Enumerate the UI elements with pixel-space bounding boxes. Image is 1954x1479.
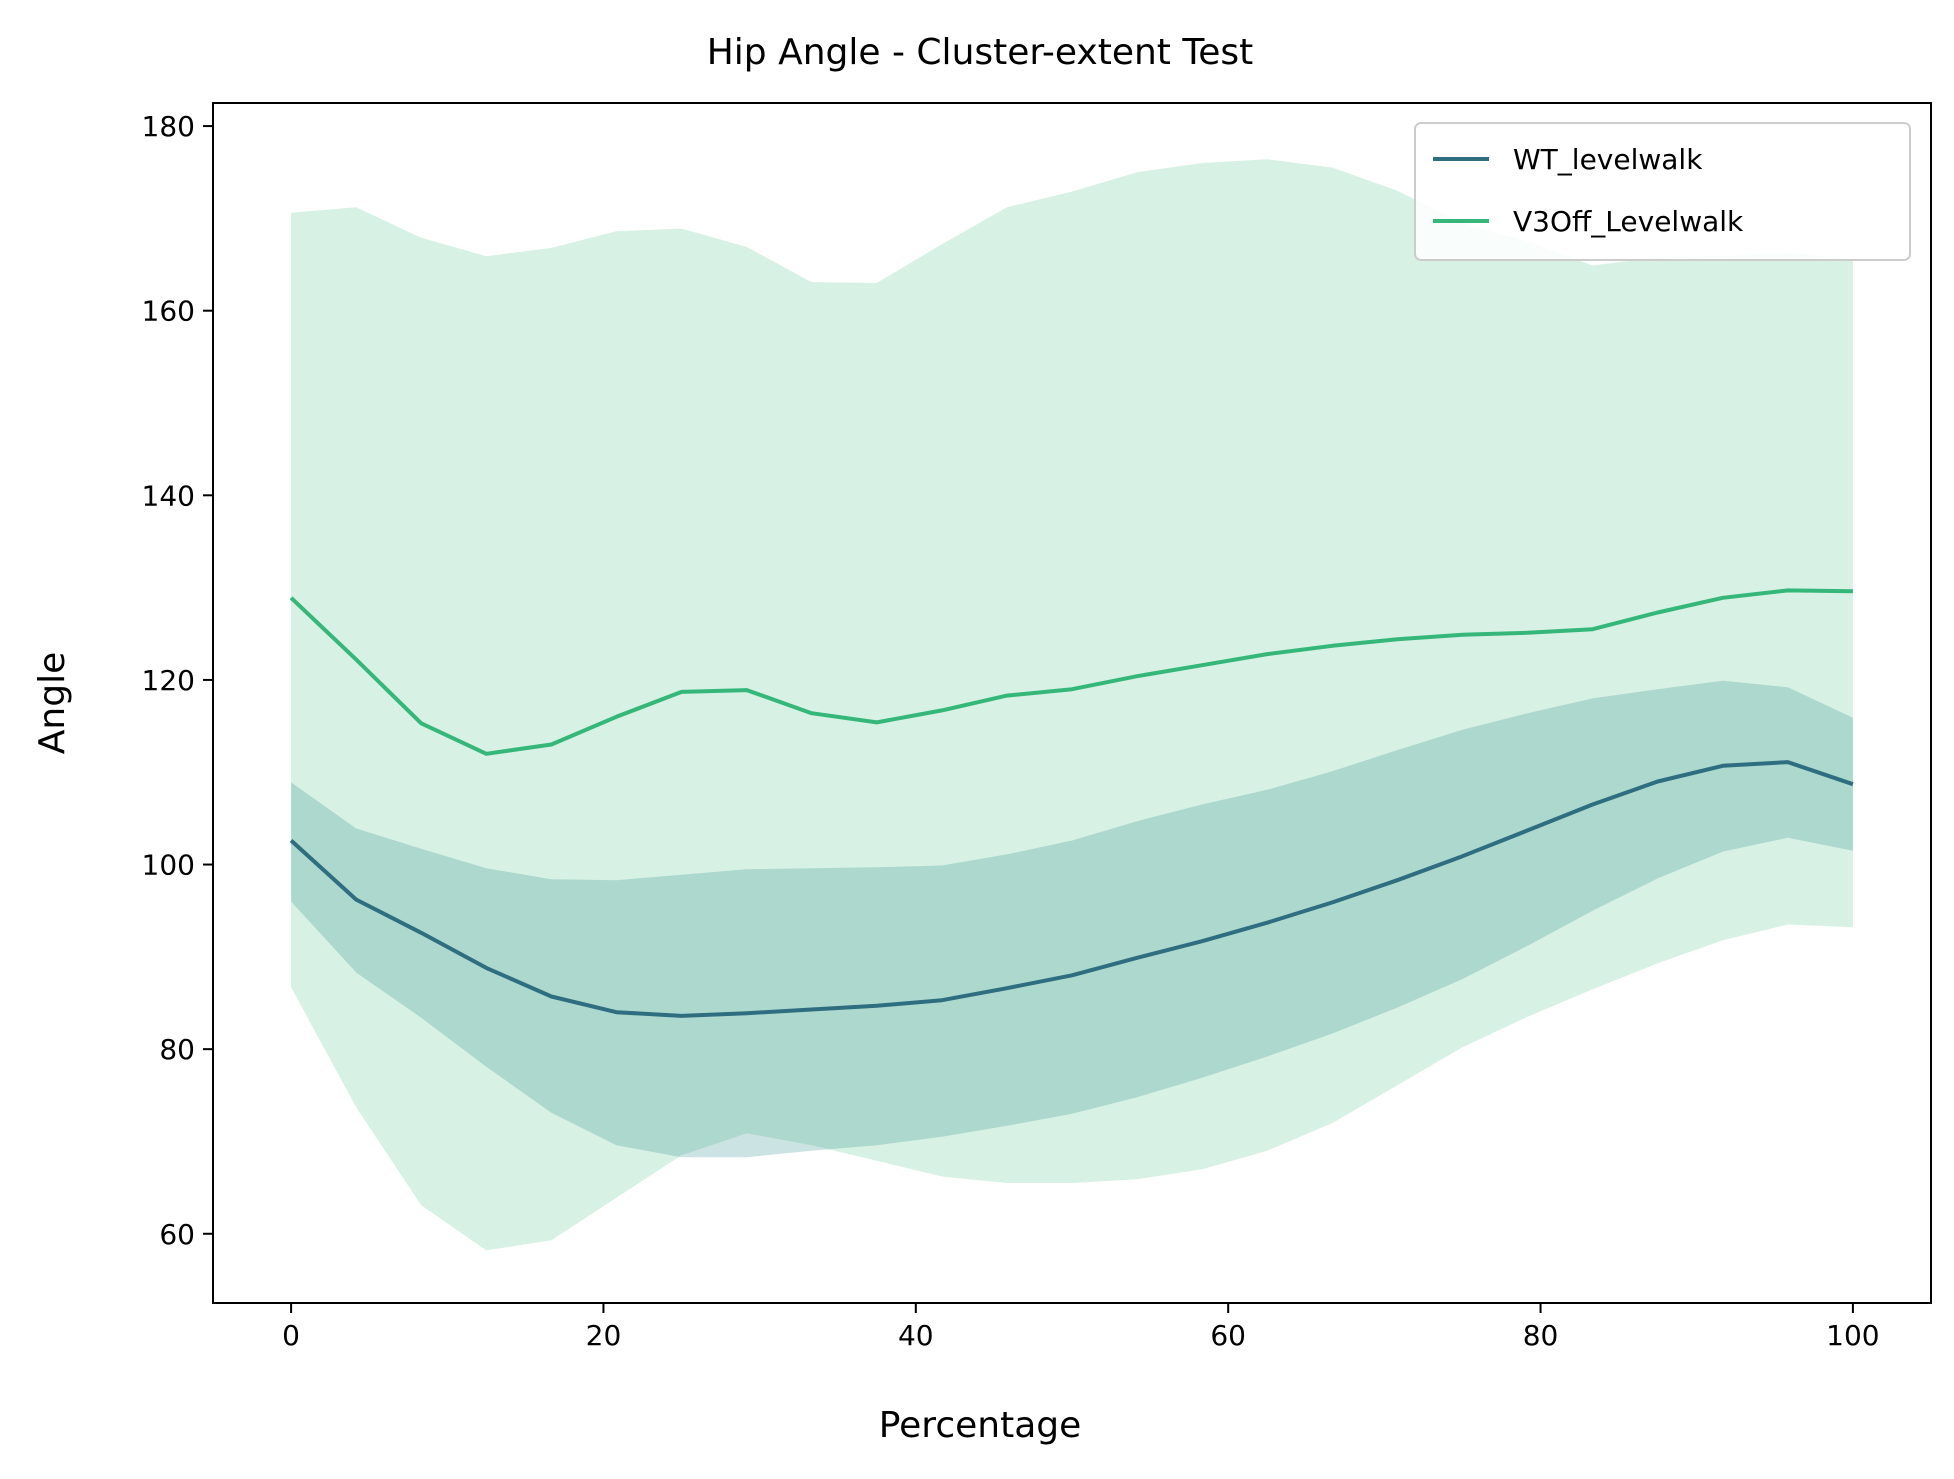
y-tick-label: 180 xyxy=(142,110,195,143)
y-tick-label: 160 xyxy=(142,295,195,328)
x-tick-label: 20 xyxy=(586,1319,622,1352)
plot-frame xyxy=(212,102,1932,1304)
y-axis-label: Angle xyxy=(32,652,73,754)
y-tick-label: 60 xyxy=(159,1218,195,1251)
legend-label-wt-levelwalk: WT_levelwalk xyxy=(1513,143,1703,176)
x-tick-label: 60 xyxy=(1210,1319,1246,1352)
y-tick-label: 120 xyxy=(142,664,195,697)
band-v3off-levelwalk xyxy=(291,159,1853,1251)
legend-box xyxy=(1414,122,1911,261)
x-tick-label: 0 xyxy=(282,1319,300,1352)
band-wt-levelwalk xyxy=(291,680,1853,1158)
series-line-v3off-levelwalk xyxy=(289,588,1853,756)
series-line-wt-levelwalk xyxy=(289,760,1854,1018)
chart-title: Hip Angle - Cluster-extent Test xyxy=(707,32,1254,73)
y-tick-label: 80 xyxy=(159,1033,195,1066)
y-tick-label: 100 xyxy=(142,849,195,882)
x-tick-label: 40 xyxy=(898,1319,934,1352)
x-axis-label: Percentage xyxy=(879,1405,1082,1446)
y-tick-label: 140 xyxy=(142,479,195,512)
x-tick-label: 100 xyxy=(1826,1319,1879,1352)
x-tick-label: 80 xyxy=(1523,1319,1559,1352)
legend: WT_levelwalk V3Off_Levelwalk xyxy=(1414,122,1911,261)
legend-label-v3off-levelwalk: V3Off_Levelwalk xyxy=(1513,205,1744,238)
